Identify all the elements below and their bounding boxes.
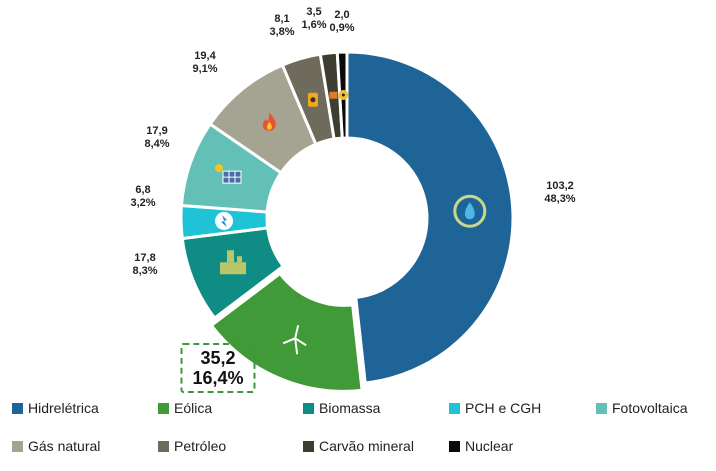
legend-row-1: Hidrelétrica Eólica Biomassa PCH e CGH F…: [0, 400, 716, 420]
legend-item-gas-natural: Gás natural: [12, 438, 100, 454]
legend-row-2: Gás natural Petróleo Carvão mineral Nucl…: [0, 438, 716, 458]
coal-wagon-icon: [329, 91, 338, 99]
legend-item-fotovoltaica: Fotovoltaica: [596, 400, 687, 416]
legend-swatch: [303, 402, 314, 414]
wind-turbine-icon: [282, 325, 307, 355]
value-label: 17,8: [134, 252, 156, 264]
solar-panel-icon: [214, 164, 242, 184]
legend-label: Hidrelétrica: [28, 400, 99, 416]
data-label-fotovoltaica: 17,9 8,4%: [144, 125, 169, 151]
legend-label: Carvão mineral: [319, 438, 414, 454]
legend-swatch: [596, 402, 607, 414]
legend-item-nuclear: Nuclear: [449, 438, 513, 454]
value-label: 8,1: [274, 13, 290, 25]
gas-flame-icon: [262, 112, 276, 131]
legend-item-petroleo: Petróleo: [158, 438, 226, 454]
hydro-dam-icon: [453, 194, 487, 228]
data-label-gas-natural: 19,4 9,1%: [192, 50, 217, 76]
legend-label: Nuclear: [465, 438, 514, 454]
value-label: 103,2: [546, 180, 574, 192]
data-label-carvao-mineral: 3,5 1,6%: [301, 6, 326, 32]
value-label: 2,0: [334, 9, 350, 21]
legend-swatch: [449, 402, 460, 414]
small-hydro-icon: [215, 211, 234, 230]
value-label: 3,5: [306, 6, 322, 18]
percent-label: 1,6%: [301, 19, 327, 31]
legend-item-pch-cgh: PCH e CGH: [449, 400, 541, 416]
legend-label: Fotovoltaica: [612, 400, 688, 416]
percent-label: 48,3%: [544, 193, 576, 205]
legend-item-eolica: Eólica: [158, 400, 212, 416]
percent-label: 0,9%: [329, 22, 355, 34]
value-label: 6,8: [135, 184, 151, 196]
percent-label: 3,2%: [130, 197, 156, 209]
legend-swatch: [12, 402, 23, 414]
percent-label: 8,4%: [144, 138, 170, 150]
percent-label: 3,8%: [269, 26, 295, 38]
legend-label: Gás natural: [28, 438, 101, 454]
legend-swatch: [158, 440, 169, 452]
data-label-nuclear: 2,0 0,9%: [329, 9, 354, 35]
legend-item-hidreletrica: Hidrelétrica: [12, 400, 99, 416]
value-label: 35,2: [200, 348, 236, 368]
data-label-biomassa: 17,8 8,3%: [132, 252, 157, 278]
data-label-hidreletrica: 103,2 48,3%: [544, 180, 575, 206]
legend-label: Eólica: [174, 400, 213, 416]
legend-swatch: [12, 440, 23, 452]
legend-label: PCH e CGH: [465, 400, 542, 416]
legend-swatch: [303, 440, 314, 452]
value-label: 19,4: [194, 50, 216, 62]
legend-swatch: [158, 402, 169, 414]
data-label-petroleo: 8,1 3,8%: [269, 13, 294, 39]
percent-label: 16,4%: [192, 368, 244, 388]
slice-eolica: [209, 271, 364, 393]
percent-label: 9,1%: [192, 63, 218, 75]
legend-label: Petróleo: [174, 438, 227, 454]
nuclear-icon: [338, 90, 349, 101]
value-label: 17,9: [146, 125, 168, 137]
oil-barrel-icon: [307, 92, 318, 107]
legend-swatch: [449, 440, 460, 452]
slice-hidreletrica: [345, 50, 515, 385]
percent-label: 8,3%: [132, 265, 158, 277]
legend-item-carvao-mineral: Carvão mineral: [303, 438, 414, 454]
biomass-plant-icon: [220, 250, 247, 275]
legend-label: Biomassa: [319, 400, 381, 416]
legend-item-biomassa: Biomassa: [303, 400, 380, 416]
data-label-eolica: 35,2 16,4%: [180, 343, 256, 393]
data-label-pch-e-cgh: 6,8 3,2%: [130, 184, 155, 210]
